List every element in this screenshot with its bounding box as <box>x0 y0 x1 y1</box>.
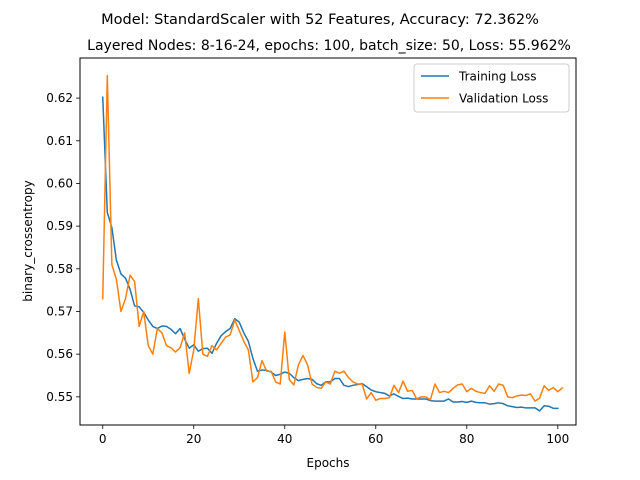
y-axis-ticks: 0.55 0.56 0.57 0.58 0.59 0.60 0.61 0.62 <box>46 91 80 404</box>
series-line-training <box>101 96 559 412</box>
legend-label-validation: Validation Loss <box>459 92 548 106</box>
x-tick-label: 20 <box>186 432 201 446</box>
y-tick-label: 0.55 <box>46 390 73 404</box>
y-tick-label: 0.57 <box>46 304 73 318</box>
x-axis-ticks: 0 20 40 60 80 100 <box>99 425 569 446</box>
y-tick-label: 0.56 <box>46 347 73 361</box>
x-tick-label: 100 <box>546 432 569 446</box>
y-tick-label: 0.59 <box>46 219 73 233</box>
x-tick-label: 0 <box>99 432 107 446</box>
legend: Training Loss Validation Loss <box>413 63 570 113</box>
y-axis-label: binary_crossentropy <box>21 180 35 301</box>
x-axis-label: Epochs <box>307 456 350 470</box>
chart-subtitle: Layered Nodes: 8-16-24, epochs: 100, bat… <box>87 38 571 54</box>
x-tick-label: 60 <box>368 432 383 446</box>
legend-label-training: Training Loss <box>458 70 536 84</box>
y-tick-label: 0.58 <box>46 262 73 276</box>
y-tick-label: 0.62 <box>46 91 73 105</box>
legend-box <box>413 63 570 113</box>
plot-frame <box>79 57 577 426</box>
x-tick-label: 40 <box>277 432 292 446</box>
series-layer <box>101 74 564 412</box>
series-line-validation <box>101 74 564 402</box>
y-tick-label: 0.61 <box>46 134 73 148</box>
chart-title: Model: StandardScaler with 52 Features, … <box>101 12 539 28</box>
x-tick-label: 80 <box>459 432 474 446</box>
y-tick-label: 0.60 <box>46 176 73 190</box>
